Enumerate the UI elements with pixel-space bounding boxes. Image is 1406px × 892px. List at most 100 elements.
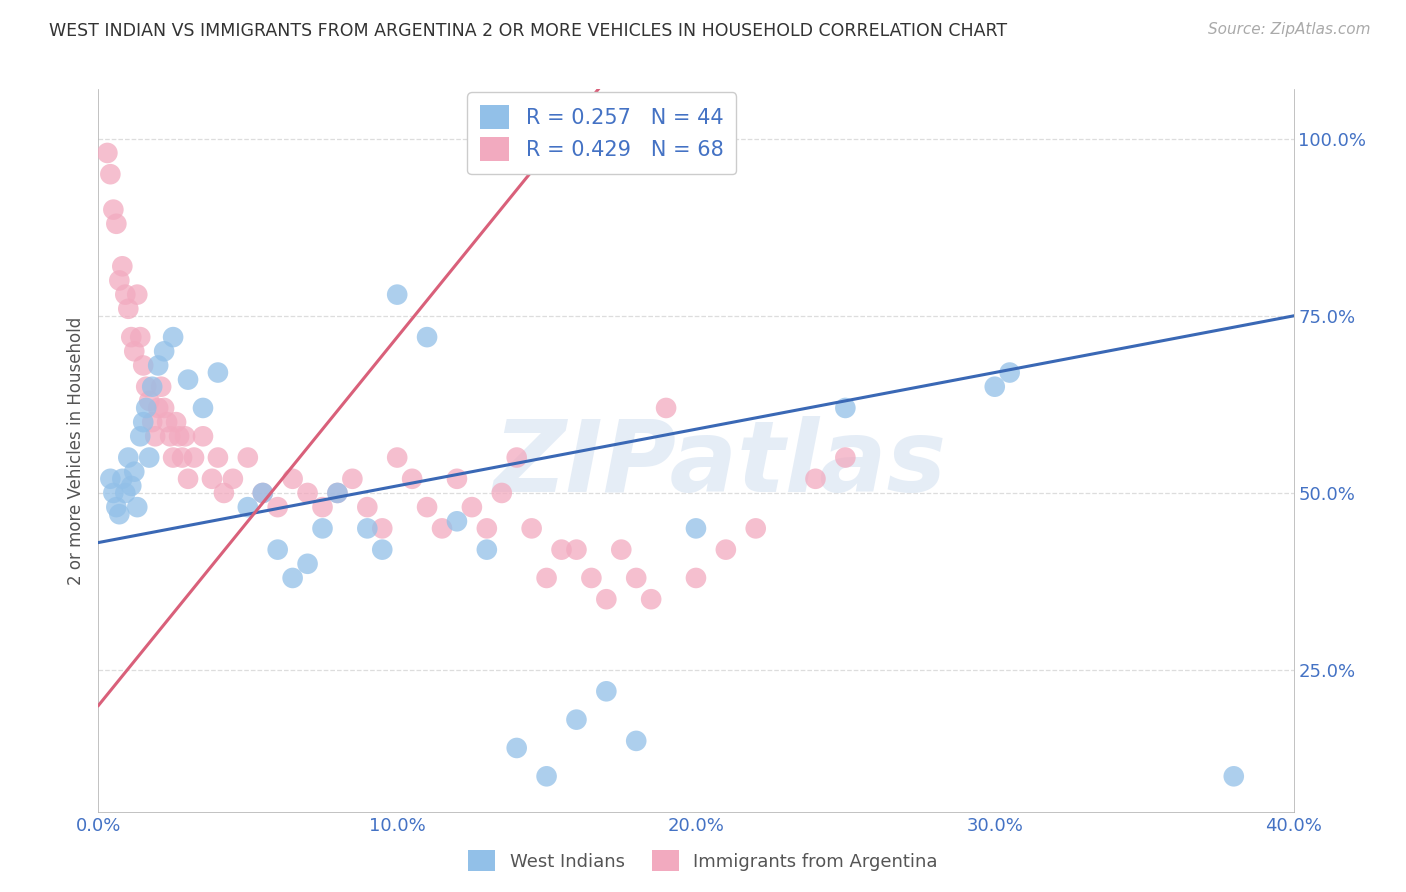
Point (132, 415, 155, 429)
Point (96, 145, 118, 160)
Point (153, 344, 176, 359)
Point (162, 330, 184, 344)
Point (385, 450, 409, 465)
Text: Source: ZipAtlas.com: Source: ZipAtlas.com (1208, 22, 1371, 37)
Point (475, 542, 498, 557)
Point (371, 521, 394, 535)
Point (165, 415, 187, 429)
Point (371, 542, 394, 557)
Point (685, 521, 707, 535)
Point (148, 401, 170, 415)
Point (565, 713, 588, 727)
Point (311, 521, 333, 535)
Point (141, 380, 163, 394)
Point (191, 401, 214, 415)
Point (135, 401, 157, 415)
Point (267, 542, 290, 557)
Point (416, 500, 439, 515)
Point (356, 521, 378, 535)
Point (222, 472, 245, 486)
Point (626, 571, 648, 585)
Point (416, 330, 439, 344)
Point (385, 287, 409, 301)
Point (124, 465, 146, 479)
Point (167, 429, 190, 443)
Point (172, 450, 194, 465)
Point (550, 542, 572, 557)
Point (267, 500, 290, 515)
Point (174, 429, 197, 443)
Point (103, 486, 125, 500)
Point (1223, 769, 1246, 783)
Point (105, 500, 128, 515)
Point (491, 486, 513, 500)
Point (595, 684, 617, 698)
Point (536, 571, 558, 585)
Point (114, 287, 136, 301)
Point (111, 260, 134, 274)
Point (148, 359, 170, 373)
Legend: West Indians, Immigrants from Argentina: West Indians, Immigrants from Argentina (461, 843, 945, 879)
Point (103, 202, 125, 217)
Point (297, 486, 319, 500)
Point (610, 542, 633, 557)
Point (120, 330, 142, 344)
Point (162, 450, 184, 465)
Point (297, 557, 319, 571)
Point (281, 571, 304, 585)
Point (207, 450, 229, 465)
Point (236, 450, 259, 465)
Point (153, 401, 176, 415)
Point (252, 486, 274, 500)
Point (655, 401, 678, 415)
Point (98, 472, 122, 486)
Point (281, 472, 304, 486)
Point (640, 592, 662, 607)
Point (129, 330, 152, 344)
Point (356, 500, 378, 515)
Point (156, 415, 179, 429)
Point (565, 542, 588, 557)
Point (506, 450, 529, 465)
Point (595, 592, 617, 607)
Point (446, 514, 468, 528)
Point (326, 486, 349, 500)
Legend: R = 0.257   N = 44, R = 0.429   N = 68: R = 0.257 N = 44, R = 0.429 N = 68 (467, 93, 735, 174)
Point (430, 521, 453, 535)
Point (536, 769, 558, 783)
Point (177, 373, 200, 387)
Point (212, 486, 235, 500)
Point (252, 486, 274, 500)
Point (124, 344, 146, 359)
Point (108, 507, 131, 521)
Point (105, 217, 128, 231)
Point (401, 472, 423, 486)
Point (138, 450, 160, 465)
Point (834, 450, 856, 465)
Point (714, 542, 737, 557)
Text: ZIPatlas: ZIPatlas (494, 417, 946, 514)
Point (446, 472, 468, 486)
Point (114, 486, 136, 500)
Point (191, 429, 214, 443)
Point (998, 366, 1021, 380)
Point (326, 486, 349, 500)
Point (111, 472, 134, 486)
Point (475, 521, 498, 535)
Point (120, 479, 142, 493)
Text: WEST INDIAN VS IMMIGRANTS FROM ARGENTINA 2 OR MORE VEHICLES IN HOUSEHOLD CORRELA: WEST INDIAN VS IMMIGRANTS FROM ARGENTINA… (49, 22, 1007, 40)
Point (159, 429, 181, 443)
Point (141, 415, 163, 429)
Point (685, 571, 707, 585)
Point (581, 571, 603, 585)
Point (127, 500, 149, 515)
Point (342, 472, 364, 486)
Point (108, 273, 131, 287)
Point (177, 472, 200, 486)
Point (143, 429, 166, 443)
Point (183, 450, 205, 465)
Point (984, 380, 1007, 394)
Point (804, 472, 827, 486)
Point (745, 521, 768, 535)
Point (138, 393, 160, 408)
